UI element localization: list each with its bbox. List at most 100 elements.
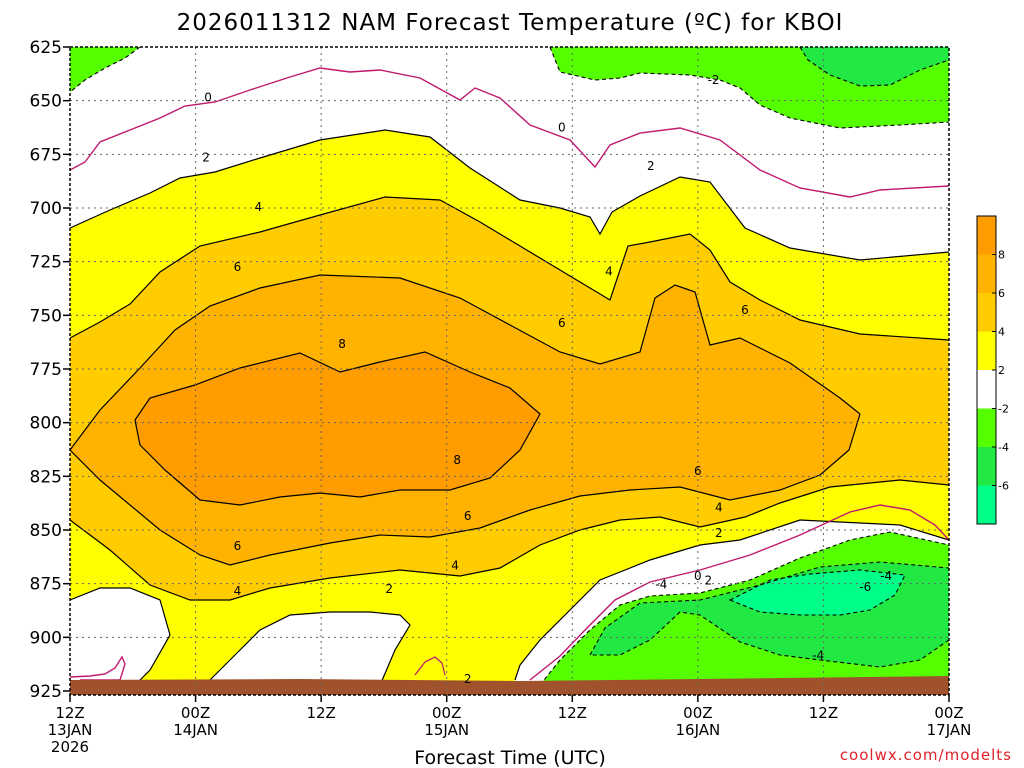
x-tick-label-12: 00Z [181, 704, 210, 722]
colorbar-label-6: -6 [998, 480, 1009, 493]
colorbar-label-0: 8 [998, 249, 1005, 262]
contour-2-pocket-center [199, 611, 411, 691]
x-tick-label-72: 12Z [809, 704, 838, 722]
contour-label-16: -4 [880, 569, 892, 583]
y-tick-label-925: 925 [30, 682, 62, 702]
y-tick-label-900: 900 [30, 628, 62, 648]
contour-label-15: -4 [655, 578, 667, 592]
colorbar-swatch-2 [977, 293, 996, 332]
contour-label-0: 0 [204, 90, 212, 104]
white-pocket-left [70, 588, 170, 690]
x-tick-year-0: 2026 [51, 738, 89, 756]
contour-label-19: 6 [558, 316, 566, 330]
contour-4-lower [70, 479, 949, 601]
contour-label-26: 8 [453, 453, 461, 467]
contour-minus4-top [799, 47, 949, 87]
band-minus4-to-minus6-top [800, 47, 949, 86]
contour-minus2-low [539, 531, 949, 686]
contour-label-12: 4 [451, 558, 459, 572]
colorbar-swatch-5 [977, 408, 996, 447]
gridlines [70, 47, 949, 695]
contour-label-11: 4 [605, 264, 613, 278]
colorbar: 8 6 4 2 -2 -4 -6 [976, 215, 1009, 525]
colorbar-label-5: -4 [998, 441, 1009, 454]
x-tick-label-48: 12Z [558, 704, 587, 722]
credit-text: coolwx.com/modelts [840, 746, 1012, 764]
contour-minus6-low [728, 569, 906, 616]
contour-label-2: 0 [694, 569, 702, 583]
contour-label-9: -2 [708, 73, 720, 87]
contour-2-lower [514, 519, 949, 681]
white-pocket-center [200, 612, 410, 690]
band-minus2-to-minus4-topleft [70, 47, 140, 92]
y-tick-label-650: 650 [30, 92, 62, 112]
colorbar-label-3: 2 [998, 364, 1005, 377]
y-tick-label-850: 850 [30, 521, 62, 541]
colorbar-label-1: 6 [998, 287, 1005, 300]
y-tick-label-750: 750 [30, 306, 62, 326]
y-axis: 625 650 675 700 725 750 775 800 825 850 875 900 925 [30, 38, 70, 702]
colorbar-swatch-1 [977, 254, 996, 293]
contour-label-24: -6 [859, 580, 871, 594]
contour-label-17: -4 [812, 649, 824, 663]
chart-title: 2026011312 NAM Forecast Temperature (ºC)… [177, 10, 844, 36]
y-tick-label-675: 675 [30, 145, 62, 165]
contour-label-10: 4 [255, 200, 263, 214]
contour-label-23: 6 [234, 539, 242, 553]
x-tick-label-84: 00Z [934, 704, 963, 722]
contour-2-pocket-left [70, 587, 171, 691]
x-tick-date-0: 13JAN [48, 721, 93, 739]
contour-0-lower [529, 504, 949, 681]
contour-label-20: 6 [741, 303, 749, 317]
x-tick-date-12: 14JAN [173, 721, 218, 739]
colorbar-swatch-4 [977, 370, 996, 409]
colorbar-swatch-6 [977, 447, 996, 486]
colorbar-swatch-3 [977, 331, 996, 370]
y-tick-label-725: 725 [30, 253, 62, 273]
contour-8 [134, 351, 541, 506]
colorbar-label-2: 4 [998, 326, 1005, 339]
plot-frame [69, 46, 950, 696]
x-tick-label-24: 12Z [306, 704, 335, 722]
x-axis-title: Forecast Time (UTC) [414, 747, 605, 768]
contour-label-6: 2 [464, 672, 472, 686]
x-tick-date-84: 17JAN [927, 721, 972, 739]
contour-label-3: 2 [202, 150, 210, 164]
contour-2-upper [70, 129, 949, 261]
contour-label-8: 2 [705, 573, 713, 587]
y-tick-label-825: 825 [30, 467, 62, 487]
y-tick-label-800: 800 [30, 414, 62, 434]
contour-label-5: 2 [385, 582, 393, 596]
x-tick-label-0: 12Z [55, 704, 84, 722]
contour-label-22: 6 [464, 509, 472, 523]
y-tick-label-875: 875 [30, 575, 62, 595]
contour-lines [70, 129, 949, 691]
x-tick-date-60: 16JAN [675, 721, 720, 739]
colorbar-swatch-0 [977, 216, 996, 255]
x-tick-label-60: 00Z [683, 704, 712, 722]
x-tick-date-36: 15JAN [424, 721, 469, 739]
contour-4-upper [70, 196, 949, 341]
x-tick-label-36: 00Z [432, 704, 461, 722]
contour-0-pocket-center [414, 656, 446, 676]
contour-label-1: 0 [558, 120, 566, 134]
band-8-to-10 [135, 352, 540, 505]
colorbar-label-4: -2 [998, 403, 1009, 416]
contour-label-25: 8 [338, 337, 346, 351]
contour-label-21: 6 [694, 464, 702, 478]
filled-contours [70, 47, 949, 695]
y-tick-label-700: 700 [30, 199, 62, 219]
contour-label-18: 6 [234, 260, 242, 274]
contour-minus2-topleft [70, 47, 141, 93]
contour-label-14: 4 [715, 500, 723, 514]
negative-contour-lines [70, 47, 949, 686]
contour-label-7: 2 [715, 526, 723, 540]
contour-label-13: 4 [234, 584, 242, 598]
contour-0-upper [70, 67, 949, 198]
contour-6-lower [70, 413, 861, 566]
colorbar-swatch-7 [977, 485, 996, 524]
contour-minus4-low [589, 561, 949, 668]
